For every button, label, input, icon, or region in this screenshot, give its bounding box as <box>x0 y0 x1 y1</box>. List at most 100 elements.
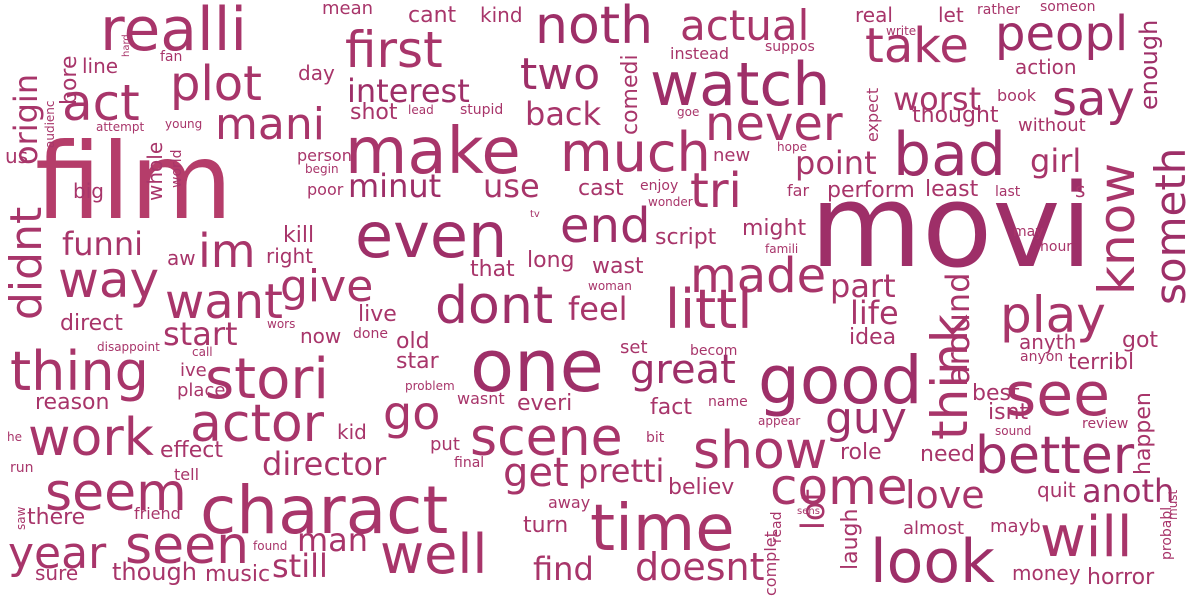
word-tell: tell <box>174 465 200 484</box>
word-great: great <box>630 347 736 393</box>
word-much: much <box>560 121 711 184</box>
word-script: script <box>655 225 717 250</box>
word-happen: happen <box>1131 392 1156 475</box>
word-thing: thing <box>10 340 149 403</box>
word-star: star <box>396 349 439 374</box>
word-director: director <box>262 445 387 483</box>
word-hard: hard <box>121 34 132 57</box>
word-two: two <box>520 49 601 100</box>
word-love: love <box>905 473 985 517</box>
word-away: away <box>548 493 591 512</box>
word-begin: begin <box>305 162 339 176</box>
word-may: may <box>1013 224 1044 240</box>
word-kid: kid <box>337 420 367 444</box>
word-terribl: terribl <box>1068 350 1135 375</box>
word-comedi: comedi <box>618 54 643 135</box>
word-seem: seem <box>45 463 187 523</box>
word-goe: goe <box>677 105 700 119</box>
word-even: even <box>355 199 508 272</box>
word-work: work <box>28 408 154 468</box>
word-show: show <box>693 421 828 481</box>
word-hope: hope <box>777 140 807 154</box>
word-there: there <box>27 505 86 530</box>
word-give: give <box>280 261 374 312</box>
word-sens: sens <box>797 506 820 517</box>
word-act: act <box>62 74 140 132</box>
word-name: name <box>708 394 748 410</box>
word-almost: almost <box>903 518 965 539</box>
word-tv: tv <box>530 209 540 220</box>
word-got: got <box>1122 328 1159 353</box>
word-read: read <box>769 511 785 543</box>
word-man: man <box>297 521 369 559</box>
word-noth: noth <box>535 0 654 56</box>
word-though: though <box>112 558 197 586</box>
word-make: make <box>345 115 521 189</box>
word-instead: instead <box>670 44 729 63</box>
word-anyon: anyon <box>1020 349 1064 365</box>
word-us: us <box>5 144 29 168</box>
word-everi: everi <box>517 391 573 416</box>
word-way: way <box>58 251 160 309</box>
word-charact: charact <box>200 472 449 549</box>
word-wonder: wonder <box>648 195 693 209</box>
word-friend: friend <box>134 504 181 523</box>
word-mayb: mayb <box>990 516 1041 537</box>
word-play: play <box>1000 286 1106 344</box>
word-shot: shot <box>350 100 398 125</box>
word-done: done <box>353 326 388 342</box>
word-cant: cant <box>408 3 457 28</box>
word-im: im <box>198 224 256 278</box>
word-lead: lead <box>408 103 434 117</box>
word-mani: mani <box>215 99 325 150</box>
word-year: year <box>8 528 107 579</box>
word-becom: becom <box>690 343 738 359</box>
word-saw: saw <box>14 506 28 530</box>
word-peopl: peopl <box>995 6 1129 62</box>
word-real: real <box>855 3 893 27</box>
word-kind: kind <box>480 3 523 27</box>
word-dont: dont <box>435 276 554 336</box>
word-right: right <box>266 244 313 268</box>
word-book: book <box>997 86 1036 105</box>
word-tri: tri <box>690 163 742 219</box>
word-wast: wast <box>592 254 644 279</box>
word-enough: enough <box>1135 19 1163 110</box>
word-movi: movi <box>810 160 1093 294</box>
word-problem: problem <box>405 379 455 393</box>
word-plot: plot <box>170 56 262 112</box>
word-someon: someon <box>1040 0 1096 15</box>
word-now: now <box>300 324 342 348</box>
word-didnt: didnt <box>1 206 52 320</box>
word-role: role <box>840 440 882 465</box>
word-attempt: attempt <box>96 120 145 134</box>
word-need: need <box>920 442 975 467</box>
word-live: live <box>358 302 397 327</box>
word-reason: reason <box>35 390 110 415</box>
word-bit: bit <box>646 430 665 446</box>
word-bore: bore <box>57 55 82 105</box>
word-whole: whole <box>143 141 167 201</box>
word-turn: turn <box>523 513 569 538</box>
word-part: part <box>830 267 896 305</box>
word-money: money <box>1012 561 1081 585</box>
word-new: new <box>713 145 751 166</box>
word-worst: worst <box>893 80 982 118</box>
word-anoth: anoth <box>1082 472 1175 510</box>
word-might: might <box>742 216 807 241</box>
word-pretti: pretti <box>578 452 665 490</box>
word-bad: bad <box>893 120 1006 190</box>
word-famili: famili <box>765 242 799 256</box>
word-end: end <box>560 198 651 254</box>
word-laugh: laugh <box>838 508 863 570</box>
word-person: person <box>297 146 352 165</box>
word-guy: guy <box>825 393 907 444</box>
word-kill: kill <box>283 223 315 248</box>
word-idea: idea <box>849 325 897 350</box>
word-littl: littl <box>665 278 753 341</box>
word-old: old <box>396 329 430 354</box>
word-must: must <box>1166 489 1180 520</box>
word-one: one <box>470 324 604 408</box>
word-go: go <box>383 386 441 440</box>
